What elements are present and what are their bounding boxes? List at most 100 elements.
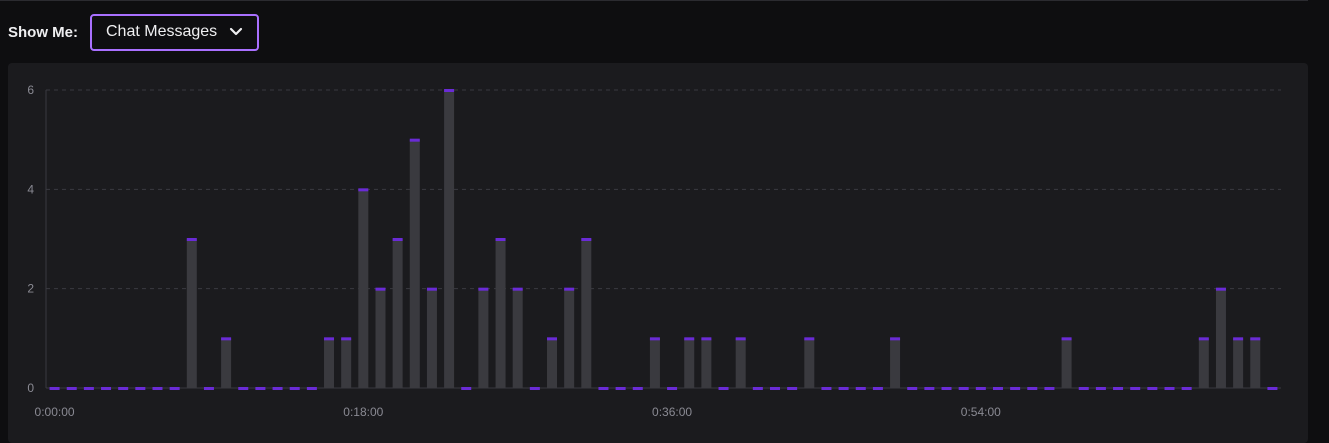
y-tick-label: 2 [27,282,34,296]
bar [581,239,592,388]
bar [392,239,403,388]
bar-cap [1027,387,1038,390]
bar [324,338,335,388]
bar-cap [461,387,472,390]
bar-cap [615,387,626,390]
bar [221,338,232,388]
bar-cap [529,387,540,390]
x-tick-label: 0:54:00 [961,405,1001,419]
bar-cap [1095,387,1106,390]
controls-bar: Show Me: Chat Messages [8,13,260,51]
bar-cap [1044,387,1055,390]
bar-cap [118,387,129,390]
bar-cap [169,387,180,390]
bar-cap [649,337,660,341]
bar-cap [444,89,455,92]
bar-cap [478,287,489,291]
bar [375,288,386,388]
bar-cap [1130,387,1141,390]
bar-cap [512,287,523,291]
bar-cap [838,387,849,390]
bar-cap [358,188,369,192]
y-tick-label: 4 [27,182,34,196]
bar-cap [1233,337,1244,341]
bar [358,189,369,388]
bar-cap [1215,287,1226,291]
bar-cap [890,337,901,341]
bar-cap [135,387,146,390]
bar-cap [684,337,695,341]
bar-cap [752,387,763,390]
bar [409,139,420,388]
bar-cap [821,387,832,390]
bar-cap [581,238,592,241]
bar-cap [101,387,112,390]
bar-cap [701,337,712,341]
chevron-down-icon [229,27,243,37]
bar [804,338,815,388]
bar-cap [1198,337,1209,341]
bar [735,338,746,388]
bar-cap [186,238,197,241]
bar [426,288,437,388]
bar [1233,338,1244,388]
bar-cap [426,287,437,291]
bar-cap [1113,387,1124,390]
bar-cap [598,387,609,390]
bar-cap [1267,387,1278,390]
chat-messages-chart: 0 2 4 6 0:00:00 0:18:00 0:36:00 0:54:00 [27,83,1281,419]
bar-cap [632,387,643,390]
bar-cap [564,287,575,291]
bar [1215,288,1226,388]
bar [444,90,455,388]
bar-cap [667,387,678,390]
bar-cap [718,387,729,390]
x-tick-label: 0:00:00 [35,405,75,419]
bar-cap [306,387,317,390]
bar-cap [409,138,420,142]
bar-cap [66,387,77,390]
bar-cap [1078,387,1089,390]
bar [1198,338,1209,388]
bar-cap [1164,387,1175,390]
bar-cap [1061,337,1072,341]
bar [684,338,695,388]
bar-cap [341,337,352,341]
bar [341,338,352,388]
bar-cap [769,387,780,390]
bar-cap [152,387,163,390]
y-tick-label: 6 [27,83,34,97]
bar-cap [203,387,214,390]
bar [701,338,712,388]
bar-cap [495,238,506,241]
metric-select[interactable]: Chat Messages [90,13,260,51]
bar-cap [83,387,94,390]
bar-cap [958,387,969,390]
bar-cap [255,387,266,390]
bar-cap [735,337,746,341]
x-tick-label: 0:36:00 [652,405,692,419]
bar-cap [975,387,986,390]
bar-cap [324,337,335,341]
bar-cap [272,387,283,390]
show-me-label: Show Me: [8,23,78,41]
chart-panel: 0 2 4 6 0:00:00 0:18:00 0:36:00 0:54:00 [8,63,1308,443]
bar-cap [1181,387,1192,390]
bar [547,338,558,388]
bar [495,239,506,388]
bar-cap [392,238,403,241]
bar-cap [547,337,558,341]
bar-cap [49,387,60,390]
bar-cap [804,337,815,341]
bar-cap [924,387,935,390]
bar [1061,338,1072,388]
bar-cap [238,387,249,390]
bar [1250,338,1261,388]
bar-cap [787,387,798,390]
bar [186,239,197,388]
x-tick-label: 0:18:00 [343,405,383,419]
bar-cap [872,387,883,390]
bar [564,288,575,388]
bar [649,338,660,388]
bar-cap [375,287,386,291]
